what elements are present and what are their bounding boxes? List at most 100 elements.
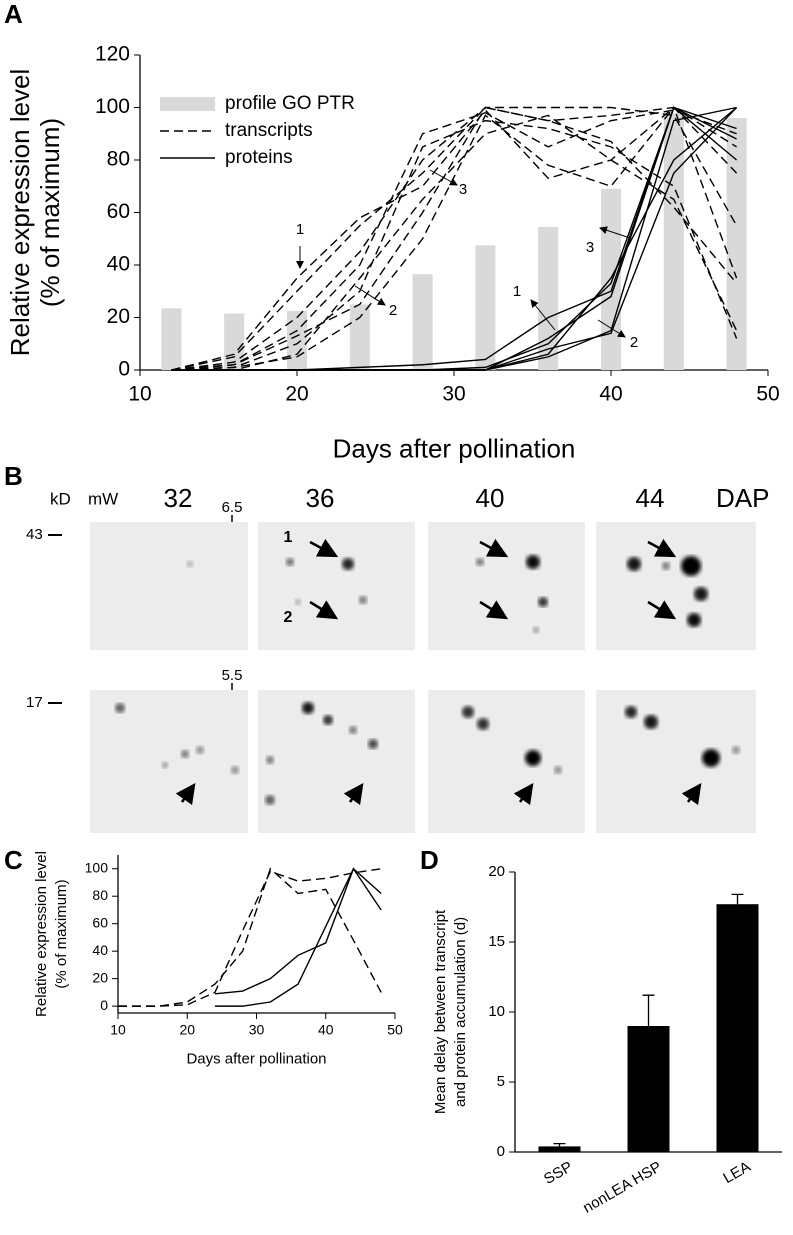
gel-arrow (681, 782, 702, 806)
gel-spot (231, 766, 239, 774)
gel-spot (462, 706, 474, 718)
y-axis-label: and protein accumulation (d) (452, 917, 469, 1107)
pi-marker: 6.5 (222, 499, 243, 516)
y-tick-label: 10 (488, 1003, 505, 1020)
day-label: 44 (636, 483, 665, 513)
gel-spot (368, 739, 378, 749)
gel-spot (681, 556, 701, 576)
x-tick-label: 40 (318, 1022, 334, 1038)
bar (475, 245, 496, 370)
bar (663, 112, 684, 370)
series-line (171, 106, 738, 371)
x-axis-label: Days after pollination (333, 433, 576, 463)
gel-spot (476, 558, 484, 566)
x-tick-label: 50 (387, 1022, 403, 1038)
series-line (171, 109, 737, 371)
day-unit: DAP (716, 483, 769, 513)
bar (349, 304, 370, 370)
gel-image (90, 522, 248, 650)
x-tick-label: 30 (249, 1022, 265, 1038)
gel-spot (525, 750, 541, 766)
series-line (214, 867, 382, 1007)
gel-spot (323, 715, 333, 725)
annotation: 1 (296, 221, 304, 238)
pi-marker: 5.5 (222, 667, 243, 684)
y-tick-label: 0 (100, 997, 108, 1013)
gel-arrow (309, 600, 339, 620)
series-line (118, 868, 382, 1007)
y-tick-label: 5 (497, 1073, 505, 1090)
gel-arrow (479, 600, 509, 620)
gel-spot (196, 746, 204, 754)
y-tick-label: 15 (488, 933, 505, 950)
legend-label: profile GO PTR (225, 93, 355, 114)
gel-image (428, 690, 585, 833)
bar (161, 308, 182, 370)
panel-label: B (4, 461, 23, 491)
legend-label: proteins (225, 147, 293, 168)
x-tick-label: 40 (599, 383, 622, 406)
gel-spot (625, 706, 637, 718)
day-label: 36 (306, 483, 335, 513)
gel-image (596, 690, 756, 833)
series-line (118, 867, 382, 1007)
gel-image (90, 690, 248, 833)
y-tick-label: 40 (107, 253, 130, 276)
gel-spot (295, 599, 301, 605)
gel-spot (162, 762, 168, 768)
bar (538, 226, 559, 370)
mass-marker: 43 (26, 526, 43, 543)
arrow-label: 1 (284, 529, 293, 546)
annotation: 3 (586, 239, 594, 256)
gel-image (428, 522, 585, 650)
y-tick-label: 100 (95, 95, 130, 118)
series-line (171, 106, 738, 371)
bar (538, 1146, 581, 1152)
bar (726, 118, 747, 370)
y-axis-label: Relative expression level (5, 69, 35, 357)
gel-spot (265, 795, 275, 805)
gel-image (258, 690, 415, 833)
bar (286, 310, 308, 370)
series-line (214, 867, 382, 995)
bar (600, 188, 622, 370)
series-line (171, 114, 738, 371)
y-tick-label: 40 (92, 942, 108, 958)
y-tick-label: 20 (488, 863, 505, 880)
gel-spot (342, 558, 354, 570)
gel-spot (732, 746, 740, 754)
gel-arrow (479, 538, 509, 558)
gel-spot (702, 749, 720, 767)
annotation: 1 (513, 283, 521, 300)
y-tick-label: 20 (92, 969, 108, 985)
y-axis-label: (% of maximum) (35, 118, 65, 307)
mw-label: mW (88, 489, 118, 508)
error-bar (731, 893, 744, 905)
annotation-arrow (597, 319, 626, 338)
error-bar (553, 1142, 566, 1147)
y-axis-label: Mean delay between transcript (432, 909, 449, 1114)
gel-spot (181, 750, 189, 758)
mass-unit: kD (50, 489, 71, 508)
arrow-label: 2 (284, 609, 293, 626)
gel-spot (359, 596, 367, 604)
gel-spot (349, 726, 357, 734)
series-line (171, 119, 738, 371)
annotation-arrow (599, 226, 631, 239)
gel-spot (662, 562, 670, 570)
series-line (171, 106, 737, 371)
y-axis-label: Relative expression level (33, 851, 50, 1017)
gel-arrow (647, 600, 677, 620)
x-tick-label: LEA (720, 1158, 753, 1187)
series-line (171, 106, 738, 371)
gel-spot (627, 557, 641, 571)
y-axis-label: (% of maximum) (53, 879, 70, 988)
error-bar (642, 994, 655, 1026)
y-tick-label: 80 (107, 148, 130, 171)
gel-arrow (647, 538, 677, 558)
x-tick-label: 30 (442, 383, 465, 406)
annotation-arrow (530, 299, 556, 331)
gel-spot (694, 587, 708, 601)
annotation: 2 (389, 302, 397, 319)
